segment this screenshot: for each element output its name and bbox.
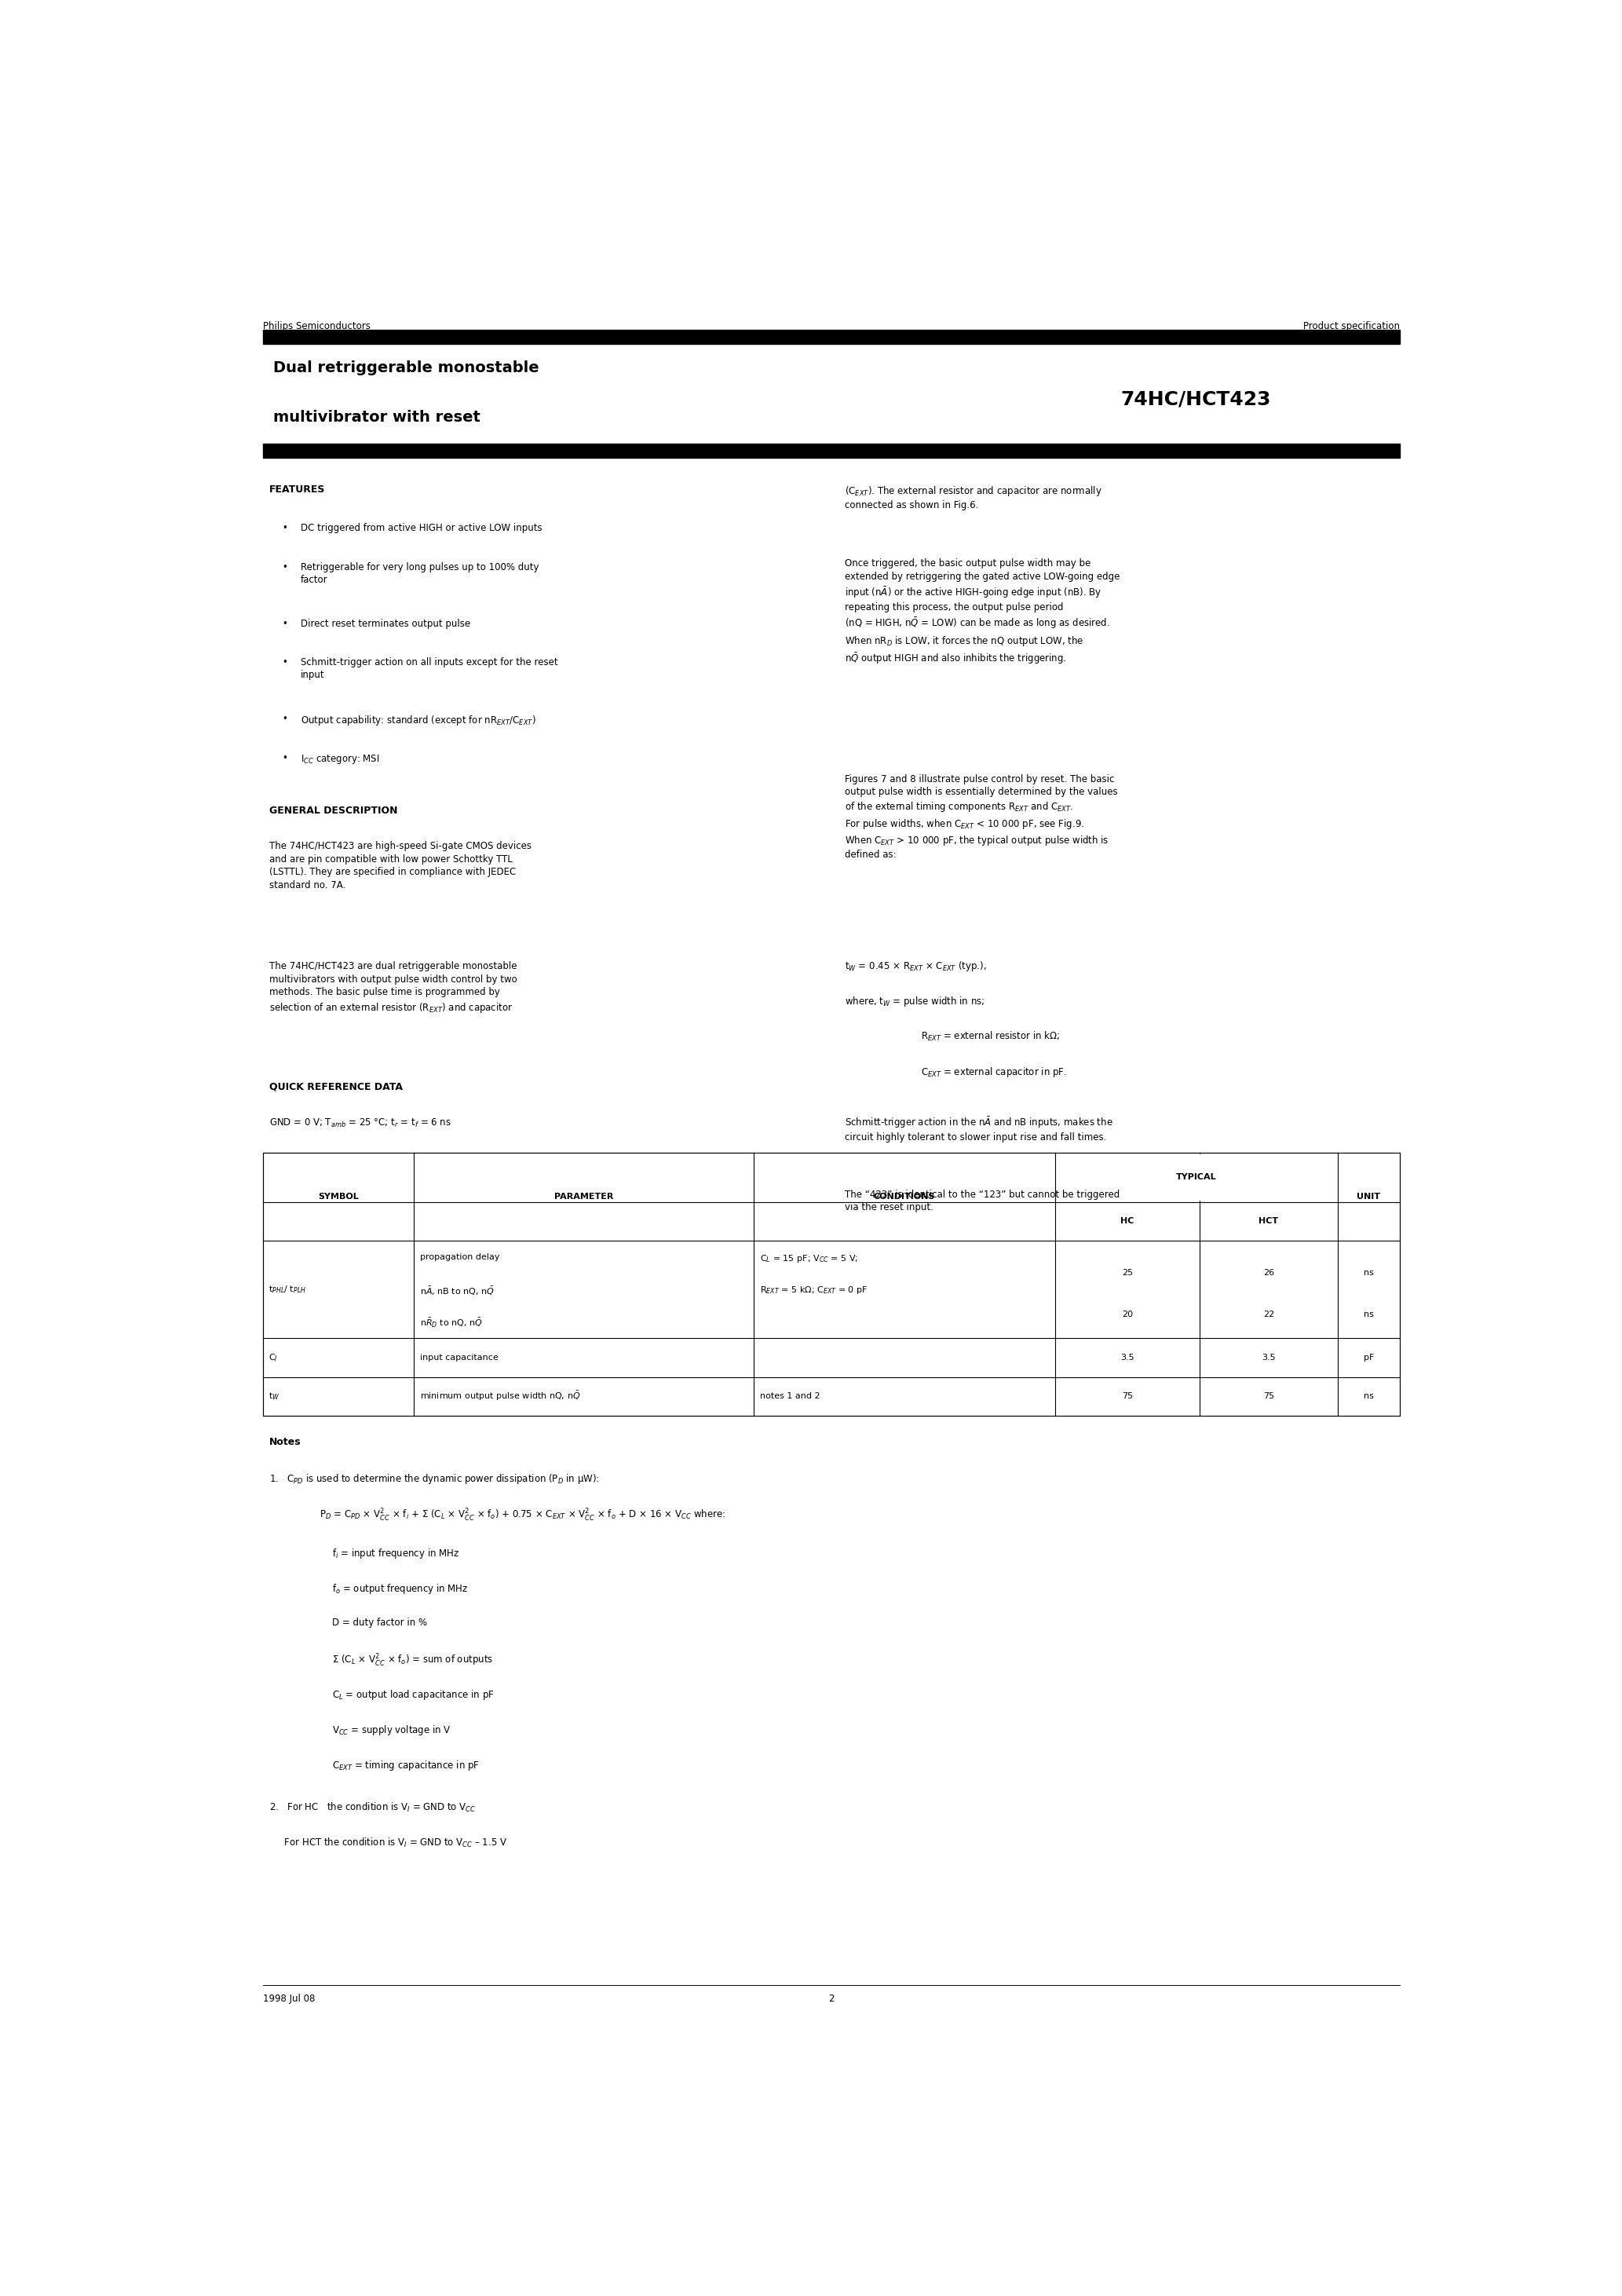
Text: C$_L$ = output load capacitance in pF: C$_L$ = output load capacitance in pF bbox=[333, 1688, 495, 1701]
Text: 3.5: 3.5 bbox=[1262, 1355, 1275, 1362]
Text: t$_{PHL}$/ t$_{PLH}$: t$_{PHL}$/ t$_{PLH}$ bbox=[268, 1283, 307, 1295]
Text: PARAMETER: PARAMETER bbox=[555, 1192, 613, 1201]
Text: 1.   C$_{PD}$ is used to determine the dynamic power dissipation (P$_D$ in μW):: 1. C$_{PD}$ is used to determine the dyn… bbox=[269, 1472, 600, 1486]
Text: 75: 75 bbox=[1122, 1391, 1132, 1401]
Text: 75: 75 bbox=[1264, 1391, 1275, 1401]
Text: The 74HC/HCT423 are high-speed Si-gate CMOS devices
and are pin compatible with : The 74HC/HCT423 are high-speed Si-gate C… bbox=[269, 840, 532, 891]
Text: notes 1 and 2: notes 1 and 2 bbox=[759, 1391, 819, 1401]
Text: 22: 22 bbox=[1264, 1311, 1275, 1318]
Text: n$\bar{A}$, nB to nQ, n$\bar{Q}$: n$\bar{A}$, nB to nQ, n$\bar{Q}$ bbox=[420, 1286, 495, 1297]
Text: P$_D$ = C$_{PD}$ × V$_{CC}^2$ × f$_i$ + Σ (C$_L$ × V$_{CC}^2$ × f$_o$) + 0.75 × : P$_D$ = C$_{PD}$ × V$_{CC}^2$ × f$_i$ + … bbox=[320, 1508, 725, 1525]
Text: HCT: HCT bbox=[1259, 1217, 1278, 1226]
Text: multivibrator with reset: multivibrator with reset bbox=[272, 411, 480, 425]
Text: propagation delay: propagation delay bbox=[420, 1254, 500, 1261]
Text: 3.5: 3.5 bbox=[1121, 1355, 1134, 1362]
Text: Figures 7 and 8 illustrate pulse control by reset. The basic
output pulse width : Figures 7 and 8 illustrate pulse control… bbox=[845, 774, 1118, 861]
Bar bbox=[263, 443, 1400, 457]
Text: Product specification: Product specification bbox=[1302, 321, 1400, 331]
Text: 20: 20 bbox=[1122, 1311, 1132, 1318]
Text: •: • bbox=[282, 657, 287, 668]
Text: 25: 25 bbox=[1122, 1270, 1132, 1277]
Text: I$_{CC}$ category: MSI: I$_{CC}$ category: MSI bbox=[300, 753, 380, 765]
Text: •: • bbox=[282, 563, 287, 572]
Text: •: • bbox=[282, 618, 287, 629]
Text: Schmitt-trigger action in the n$\bar{A}$ and nB inputs, makes the
circuit highly: Schmitt-trigger action in the n$\bar{A}$… bbox=[845, 1116, 1113, 1143]
Text: Notes: Notes bbox=[269, 1437, 302, 1446]
Bar bbox=[263, 328, 1400, 344]
Text: 1998 Jul 08: 1998 Jul 08 bbox=[263, 1993, 315, 2004]
Text: C$_I$: C$_I$ bbox=[268, 1352, 277, 1364]
Text: 2.   For HC   the condition is V$_I$ = GND to V$_{CC}$: 2. For HC the condition is V$_I$ = GND t… bbox=[269, 1802, 475, 1814]
Text: UNIT: UNIT bbox=[1358, 1192, 1380, 1201]
Text: QUICK REFERENCE DATA: QUICK REFERENCE DATA bbox=[269, 1081, 402, 1093]
Text: Σ (C$_L$ × V$_{CC}^2$ × f$_o$) = sum of outputs: Σ (C$_L$ × V$_{CC}^2$ × f$_o$) = sum of … bbox=[333, 1653, 493, 1669]
Text: SYMBOL: SYMBOL bbox=[318, 1192, 358, 1201]
Text: input capacitance: input capacitance bbox=[420, 1355, 498, 1362]
Text: For HCT the condition is V$_I$ = GND to V$_{CC}$ – 1.5 V: For HCT the condition is V$_I$ = GND to … bbox=[269, 1837, 508, 1848]
Text: R$_{EXT}$ = external resistor in kΩ;: R$_{EXT}$ = external resistor in kΩ; bbox=[921, 1031, 1059, 1042]
Text: •: • bbox=[282, 753, 287, 762]
Text: 2: 2 bbox=[829, 1993, 834, 2004]
Text: (C$_{EXT}$). The external resistor and capacitor are normally
connected as shown: (C$_{EXT}$). The external resistor and c… bbox=[845, 484, 1103, 510]
Text: •: • bbox=[282, 714, 287, 723]
Text: 74HC/HCT423: 74HC/HCT423 bbox=[1121, 390, 1270, 409]
Text: R$_{EXT}$ = 5 kΩ; C$_{EXT}$ = 0 pF: R$_{EXT}$ = 5 kΩ; C$_{EXT}$ = 0 pF bbox=[759, 1286, 868, 1295]
Text: TYPICAL: TYPICAL bbox=[1176, 1173, 1216, 1180]
Text: GND = 0 V; T$_{amb}$ = 25 °C; t$_r$ = t$_f$ = 6 ns: GND = 0 V; T$_{amb}$ = 25 °C; t$_r$ = t$… bbox=[269, 1118, 451, 1130]
Text: Output capability: standard (except for nR$_{EXT}$/C$_{EXT}$): Output capability: standard (except for … bbox=[300, 714, 535, 728]
Text: n$\bar{R}_D$ to nQ, n$\bar{Q}$: n$\bar{R}_D$ to nQ, n$\bar{Q}$ bbox=[420, 1318, 483, 1329]
Text: Once triggered, the basic output pulse width may be
extended by retriggering the: Once triggered, the basic output pulse w… bbox=[845, 558, 1121, 666]
Text: f$_o$ = output frequency in MHz: f$_o$ = output frequency in MHz bbox=[333, 1582, 469, 1596]
Text: GENERAL DESCRIPTION: GENERAL DESCRIPTION bbox=[269, 806, 397, 815]
Text: C$_{EXT}$ = external capacitor in pF.: C$_{EXT}$ = external capacitor in pF. bbox=[921, 1065, 1067, 1079]
Text: The 74HC/HCT423 are dual retriggerable monostable
multivibrators with output pul: The 74HC/HCT423 are dual retriggerable m… bbox=[269, 962, 517, 1015]
Text: HC: HC bbox=[1121, 1217, 1134, 1226]
Text: where, t$_W$ = pulse width in ns;: where, t$_W$ = pulse width in ns; bbox=[845, 994, 985, 1008]
Text: D = duty factor in %: D = duty factor in % bbox=[333, 1616, 427, 1628]
Text: minimum output pulse width nQ, n$\bar{Q}$: minimum output pulse width nQ, n$\bar{Q}… bbox=[420, 1389, 581, 1403]
Bar bbox=[263, 1153, 1400, 1417]
Text: Retriggerable for very long pulses up to 100% duty
factor: Retriggerable for very long pulses up to… bbox=[300, 563, 539, 585]
Text: C$_L$ = 15 pF; V$_{CC}$ = 5 V;: C$_L$ = 15 pF; V$_{CC}$ = 5 V; bbox=[759, 1254, 858, 1265]
Text: Direct reset terminates output pulse: Direct reset terminates output pulse bbox=[300, 618, 470, 629]
Text: 26: 26 bbox=[1264, 1270, 1275, 1277]
Text: ns: ns bbox=[1364, 1391, 1374, 1401]
Text: f$_i$ = input frequency in MHz: f$_i$ = input frequency in MHz bbox=[333, 1548, 459, 1559]
Text: ns: ns bbox=[1364, 1311, 1374, 1318]
Text: FEATURES: FEATURES bbox=[269, 484, 326, 494]
Text: The “423” is identical to the “123” but cannot be triggered
via the reset input.: The “423” is identical to the “123” but … bbox=[845, 1189, 1121, 1212]
Text: Schmitt-trigger action on all inputs except for the reset
input: Schmitt-trigger action on all inputs exc… bbox=[300, 657, 558, 680]
Text: Philips Semiconductors: Philips Semiconductors bbox=[263, 321, 370, 331]
Text: t$_W$ = 0.45 × R$_{EXT}$ × C$_{EXT}$ (typ.),: t$_W$ = 0.45 × R$_{EXT}$ × C$_{EXT}$ (ty… bbox=[845, 960, 986, 974]
Bar bbox=[1197, 1155, 1202, 1201]
Text: V$_{CC}$ = supply voltage in V: V$_{CC}$ = supply voltage in V bbox=[333, 1724, 451, 1736]
Text: t$_W$: t$_W$ bbox=[268, 1391, 279, 1403]
Text: C$_{EXT}$ = timing capacitance in pF: C$_{EXT}$ = timing capacitance in pF bbox=[333, 1759, 480, 1773]
Text: Dual retriggerable monostable: Dual retriggerable monostable bbox=[272, 360, 539, 374]
Text: DC triggered from active HIGH or active LOW inputs: DC triggered from active HIGH or active … bbox=[300, 523, 542, 533]
Text: •: • bbox=[282, 523, 287, 533]
Text: ns: ns bbox=[1364, 1270, 1374, 1277]
Text: CONDITIONS: CONDITIONS bbox=[873, 1192, 934, 1201]
Text: pF: pF bbox=[1364, 1355, 1374, 1362]
